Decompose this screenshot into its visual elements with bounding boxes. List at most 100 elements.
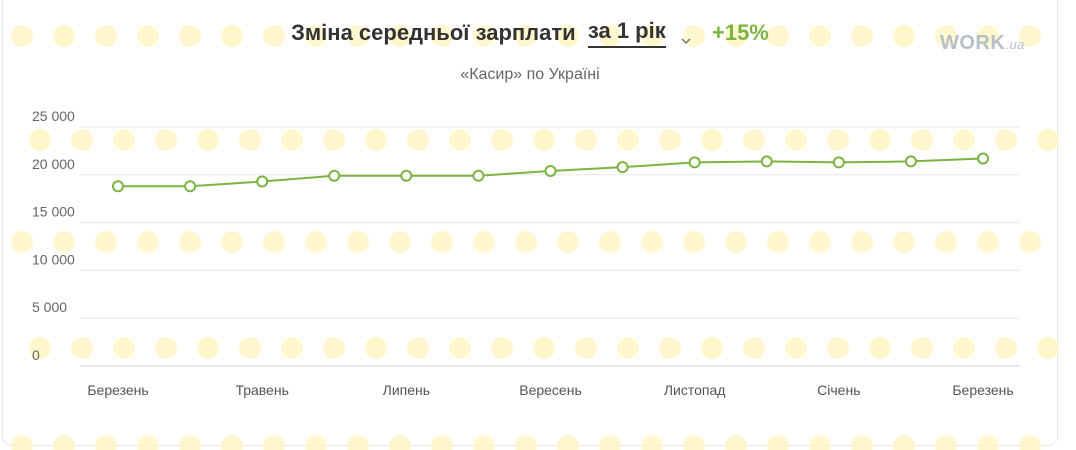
x-tick-label: Листопад: [664, 382, 726, 398]
x-tick-label: Липень: [383, 382, 430, 398]
chevron-down-icon[interactable]: [680, 27, 692, 45]
watermark-dot: [137, 435, 159, 450]
watermark-dot: [281, 337, 303, 359]
watermark-dot: [767, 231, 789, 253]
x-tick-label: Березень: [87, 382, 148, 398]
watermark-dot: [809, 231, 831, 253]
watermark-dot: [515, 25, 537, 47]
data-point[interactable]: [832, 156, 845, 169]
y-tick-label: 0: [32, 347, 40, 363]
data-point[interactable]: [760, 155, 773, 168]
watermark-dot: [1037, 129, 1059, 151]
watermark-dot: [365, 337, 387, 359]
watermark-dot: [365, 129, 387, 151]
watermark-dot: [977, 25, 999, 47]
watermark-dot: [449, 129, 471, 151]
watermark-dot: [533, 129, 555, 151]
watermark-dot: [29, 129, 51, 151]
watermark-dot: [617, 129, 639, 151]
x-tick-label: Березень: [952, 382, 1013, 398]
data-point[interactable]: [400, 169, 413, 182]
watermark-dot: [851, 25, 873, 47]
watermark-dot: [491, 129, 513, 151]
data-point[interactable]: [544, 164, 557, 177]
watermark-dot: [743, 337, 765, 359]
watermark-dot: [515, 435, 537, 450]
watermark-dot: [995, 129, 1017, 151]
watermark-dot: [197, 337, 219, 359]
x-tick-label: Вересень: [519, 382, 582, 398]
watermark-dot: [221, 435, 243, 450]
watermark-dot: [389, 435, 411, 450]
watermark-dot: [767, 435, 789, 450]
watermark-dot: [557, 231, 579, 253]
watermark-dot: [911, 337, 933, 359]
watermark-dot: [1019, 231, 1041, 253]
watermark-dot: [347, 25, 369, 47]
watermark-dot: [893, 231, 915, 253]
watermark-dot: [71, 337, 93, 359]
watermark-dot: [1019, 435, 1041, 450]
watermark-dot: [851, 231, 873, 253]
x-tick-label: Січень: [817, 382, 860, 398]
data-point[interactable]: [184, 180, 197, 193]
watermark-dot: [701, 129, 723, 151]
watermark-dot: [599, 435, 621, 450]
watermark-dot: [179, 231, 201, 253]
watermark-dot: [221, 231, 243, 253]
watermark-dot: [953, 337, 975, 359]
data-point[interactable]: [904, 155, 917, 168]
watermark-dot: [869, 129, 891, 151]
watermark-dot: [71, 129, 93, 151]
y-tick-label: 20 000: [32, 156, 75, 172]
data-point[interactable]: [688, 156, 701, 169]
watermark-dot: [11, 435, 33, 450]
data-point[interactable]: [616, 161, 629, 174]
watermark-dot: [683, 435, 705, 450]
watermark-dot: [95, 231, 117, 253]
watermark-dot: [239, 337, 261, 359]
watermark-dot: [155, 129, 177, 151]
watermark-dot: [935, 435, 957, 450]
watermark-dot: [53, 435, 75, 450]
watermark-dot: [935, 25, 957, 47]
watermark-dot: [239, 129, 261, 151]
data-point[interactable]: [977, 152, 989, 165]
work-ua-logo[interactable]: WORK.ua: [940, 32, 1025, 55]
period-selector[interactable]: за 1 рік: [587, 18, 666, 48]
data-point[interactable]: [472, 169, 485, 182]
watermark-dot: [659, 129, 681, 151]
y-tick-label: 15 000: [32, 204, 75, 220]
watermark-dot: [809, 25, 831, 47]
watermark-dot: [701, 337, 723, 359]
data-point[interactable]: [328, 169, 341, 182]
watermark-dot: [557, 25, 579, 47]
watermark-dot: [641, 25, 663, 47]
watermark-dot: [515, 231, 537, 253]
salary-change-badge: +15%: [711, 20, 769, 45]
watermark-dot: [137, 231, 159, 253]
watermark-dot: [305, 25, 327, 47]
watermark-dot: [407, 129, 429, 151]
data-point[interactable]: [256, 175, 269, 188]
watermark-dot: [743, 129, 765, 151]
watermark-dot: [95, 25, 117, 47]
watermark-dot: [53, 25, 75, 47]
watermark-dot: [725, 231, 747, 253]
watermark-dot: [179, 25, 201, 47]
chart-title: Зміна середньої зарплати: [291, 20, 576, 45]
watermark-dot: [893, 435, 915, 450]
watermark-dot: [113, 129, 135, 151]
watermark-dot: [305, 435, 327, 450]
watermark-dot: [785, 129, 807, 151]
watermark-dot: [557, 435, 579, 450]
watermark-dot: [305, 231, 327, 253]
watermark-dot: [347, 231, 369, 253]
watermark-dot: [11, 25, 33, 47]
watermark-dot: [491, 337, 513, 359]
watermark-dot: [449, 337, 471, 359]
watermark-dot: [893, 25, 915, 47]
watermark-dot: [641, 435, 663, 450]
data-point[interactable]: [112, 180, 124, 193]
watermark-dot: [785, 337, 807, 359]
